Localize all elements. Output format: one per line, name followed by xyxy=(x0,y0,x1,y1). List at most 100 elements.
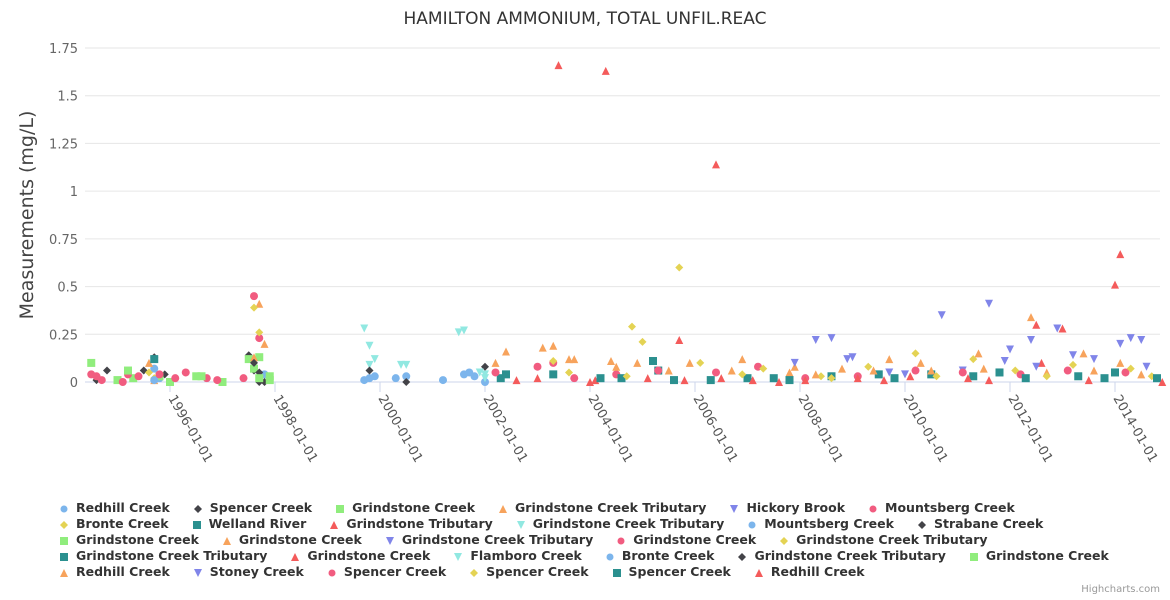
data-point[interactable] xyxy=(838,364,846,373)
legend-item[interactable]: Stoney Creek xyxy=(192,564,304,580)
data-point[interactable] xyxy=(1153,374,1161,383)
data-point[interactable] xyxy=(491,358,500,367)
data-point[interactable] xyxy=(1137,370,1146,379)
data-point[interactable] xyxy=(1116,339,1125,348)
data-point[interactable] xyxy=(1111,280,1119,289)
data-point[interactable] xyxy=(1121,368,1130,377)
data-point[interactable] xyxy=(1032,362,1041,371)
data-point[interactable] xyxy=(565,355,573,364)
legend-item[interactable]: Spencer Creek xyxy=(326,564,446,580)
data-point[interactable] xyxy=(628,322,636,331)
data-point[interactable] xyxy=(675,336,684,345)
data-point[interactable] xyxy=(738,370,747,379)
data-point[interactable] xyxy=(890,374,899,383)
data-point[interactable] xyxy=(654,366,663,375)
data-point[interactable] xyxy=(470,372,479,381)
data-point[interactable] xyxy=(869,366,878,375)
data-point[interactable] xyxy=(775,378,783,386)
legend-item[interactable]: Grindstone Creek xyxy=(334,500,475,516)
data-point[interactable] xyxy=(365,360,374,369)
data-point[interactable] xyxy=(664,366,673,375)
data-point[interactable] xyxy=(880,376,888,385)
data-point[interactable] xyxy=(218,378,227,386)
data-point[interactable] xyxy=(906,372,915,381)
legend-item[interactable]: Mountsberg Creek xyxy=(746,516,894,532)
data-point[interactable] xyxy=(402,378,411,386)
legend-item[interactable]: Redhill Creek xyxy=(58,564,170,580)
legend-item[interactable]: Grindstone Creek Tributary xyxy=(58,548,267,564)
legend-item[interactable]: Grindstone Creek Tributary xyxy=(778,532,988,548)
data-point[interactable] xyxy=(633,358,642,367)
data-point[interactable] xyxy=(649,357,657,366)
data-point[interactable] xyxy=(260,339,269,348)
data-point[interactable] xyxy=(454,328,463,337)
data-point[interactable] xyxy=(958,368,967,377)
data-point[interactable] xyxy=(87,358,96,367)
data-point[interactable] xyxy=(481,374,489,383)
legend-item[interactable]: Redhill Creek xyxy=(58,500,170,516)
data-point[interactable] xyxy=(706,376,715,385)
data-point[interactable] xyxy=(1053,324,1062,333)
data-point[interactable] xyxy=(512,376,521,385)
data-point[interactable] xyxy=(129,374,138,383)
legend-item[interactable]: Grindstone Creek xyxy=(289,548,430,564)
data-point[interactable] xyxy=(1021,374,1030,383)
data-point[interactable] xyxy=(769,374,778,383)
data-point[interactable] xyxy=(1032,320,1041,329)
data-point[interactable] xyxy=(124,366,132,375)
data-point[interactable] xyxy=(570,355,579,364)
data-point[interactable] xyxy=(150,355,159,364)
data-point[interactable] xyxy=(643,374,652,383)
legend-item[interactable]: Grindstone Creek Tributary xyxy=(736,548,946,564)
data-point[interactable] xyxy=(885,355,894,364)
data-point[interactable] xyxy=(166,378,174,386)
data-point[interactable] xyxy=(596,374,605,383)
data-point[interactable] xyxy=(827,334,836,343)
data-point[interactable] xyxy=(181,368,190,377)
data-point[interactable] xyxy=(607,357,615,366)
data-point[interactable] xyxy=(979,364,988,373)
data-point[interactable] xyxy=(213,376,222,385)
data-point[interactable] xyxy=(622,372,631,381)
data-point[interactable] xyxy=(964,374,972,383)
data-point[interactable] xyxy=(874,370,883,379)
data-point[interactable] xyxy=(670,376,678,385)
data-point[interactable] xyxy=(612,362,621,371)
data-point[interactable] xyxy=(197,372,206,381)
data-point[interactable] xyxy=(969,372,978,381)
data-point[interactable] xyxy=(502,347,510,356)
data-point[interactable] xyxy=(759,364,768,373)
data-point[interactable] xyxy=(1111,368,1119,377)
legend-item[interactable]: Grindstone Creek xyxy=(58,532,199,548)
data-point[interactable] xyxy=(150,376,159,385)
data-point[interactable] xyxy=(617,374,626,383)
data-point[interactable] xyxy=(1063,366,1072,375)
data-point[interactable] xyxy=(533,374,542,383)
data-point[interactable] xyxy=(255,334,264,343)
data-point[interactable] xyxy=(250,364,258,373)
data-point[interactable] xyxy=(995,368,1004,377)
data-point[interactable] xyxy=(790,358,799,367)
data-point[interactable] xyxy=(265,372,274,381)
data-point[interactable] xyxy=(549,370,558,379)
legend-item[interactable]: Spencer Creek xyxy=(611,564,731,580)
data-point[interactable] xyxy=(538,343,547,352)
data-point[interactable] xyxy=(549,341,558,350)
data-point[interactable] xyxy=(475,368,484,377)
data-point[interactable] xyxy=(811,370,820,379)
data-point[interactable] xyxy=(365,366,374,375)
data-point[interactable] xyxy=(727,366,736,375)
data-point[interactable] xyxy=(811,336,820,345)
data-point[interactable] xyxy=(696,358,705,367)
data-point[interactable] xyxy=(1069,351,1077,360)
legend-item[interactable]: Welland River xyxy=(191,516,306,532)
data-point[interactable] xyxy=(365,341,374,350)
data-point[interactable] xyxy=(397,360,405,369)
legend-item[interactable]: Bronte Creek xyxy=(604,548,714,564)
legend-item[interactable]: Hickory Brook xyxy=(728,500,845,516)
data-point[interactable] xyxy=(255,353,264,362)
data-point[interactable] xyxy=(675,263,684,272)
data-point[interactable] xyxy=(113,376,122,385)
legend-item[interactable]: Grindstone Creek Tributary xyxy=(384,532,593,548)
legend-item[interactable]: Grindstone Creek xyxy=(968,548,1109,564)
